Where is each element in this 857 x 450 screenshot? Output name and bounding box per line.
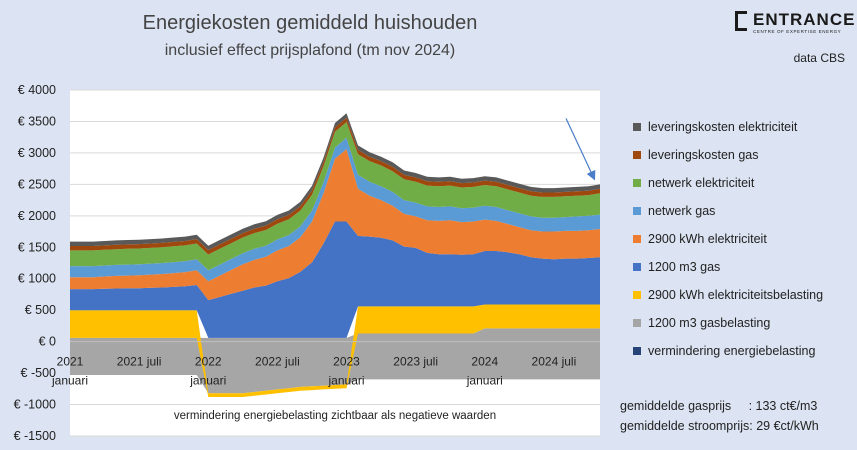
area-2900-kWh-elektriciteit: [70, 149, 600, 301]
legend-item: leveringskosten gas: [633, 145, 758, 165]
legend-item: 2900 kWh elektriciteitsbelasting: [633, 285, 823, 305]
y-tick-label: € 3000: [18, 146, 56, 160]
y-tick-label: € 1500: [18, 240, 56, 254]
y-tick-label: € -1500: [14, 429, 56, 443]
area-1200-m3-gas: [70, 221, 600, 338]
legend-item: 1200 m3 gasbelasting: [633, 313, 770, 333]
x-tick-sublabel: januari: [328, 374, 365, 388]
legend-swatch: [633, 319, 641, 327]
legend-swatch: [633, 207, 641, 215]
x-tick-label: 2022 juli: [255, 355, 300, 369]
legend-label: 2900 kWh elektriciteitsbelasting: [648, 288, 824, 302]
legend-swatch: [633, 263, 641, 271]
x-tick-label: 2021 juli: [117, 355, 162, 369]
stacked-areas: [70, 113, 600, 397]
area-netwerk-gas: [70, 137, 600, 282]
y-tick-label: € 4000: [18, 83, 56, 97]
legend-label: netwerk gas: [648, 204, 716, 218]
legend-label: leveringskosten elektriciteit: [648, 120, 798, 134]
legend-swatch: [633, 179, 641, 187]
legend-item: vermindering energiebelasting: [633, 341, 815, 361]
footnote: vermindering energiebelasting zichtbaar …: [173, 410, 497, 422]
legend-item: 2900 kWh elektriciteit: [633, 229, 767, 249]
legend-swatch: [633, 123, 641, 131]
legend-swatch: [633, 291, 641, 299]
x-tick-label: 2022: [195, 355, 222, 369]
x-tick-label: 2024 juli: [532, 355, 577, 369]
brand-logo: ENTRANCE CENTRE OF EXPERTISE ENERGY: [735, 10, 854, 36]
x-tick-sublabel: januari: [51, 374, 88, 388]
legend-label: netwerk elektriciteit: [648, 176, 755, 190]
x-tick-label: 2024: [471, 355, 498, 369]
legend-label: vermindering energiebelasting: [648, 344, 816, 358]
chart-title: Energiekosten gemiddeld huishouden: [142, 12, 478, 34]
x-axis: 2021 januari 2021 juli 2022 januari 2022 juli…: [51, 355, 576, 388]
area-1200-m3-gasbelasting: [70, 328, 600, 342]
electricity-price-value: 29 €ct/kWh: [756, 419, 819, 433]
annotation-arrow: [565, 118, 596, 181]
data-source: data CBS: [793, 51, 845, 65]
y-tick-label: € 500: [25, 303, 56, 317]
x-tick-label: 2021: [57, 355, 84, 369]
gas-price-label: gemiddelde gasprijs: [620, 399, 732, 413]
area-netwerk-elektriciteit: [70, 122, 600, 271]
y-tick-label: € 2000: [18, 209, 56, 223]
entrance-logo-icon: [735, 11, 747, 31]
arrow-icon: [565, 118, 596, 181]
legend-label: 1200 m3 gasbelasting: [648, 316, 771, 330]
legend-item: netwerk gas: [633, 201, 715, 221]
legend-label: leveringskosten gas: [648, 148, 759, 162]
chart-subtitle: inclusief effect prijsplafond (tm nov 20…: [164, 42, 456, 59]
y-tick-label: € -1000: [14, 398, 56, 412]
price-summary: gemiddelde gasprijs : 133 ct€/m3 gemidde…: [620, 396, 819, 436]
y-axis: € -1500 € -1000 € -500 € 0 € 500 € 1000 € 1500…: [14, 83, 56, 443]
legend-item: 1200 m3 gas: [633, 257, 720, 277]
y-tick-label: € 2500: [18, 177, 56, 191]
x-tick-sublabel: januari: [466, 374, 503, 388]
brand-name: ENTRANCE: [753, 10, 856, 29]
legend-item: leveringskosten elektriciteit: [633, 117, 797, 137]
legend-swatch: [633, 151, 641, 159]
y-tick-label: € 3500: [18, 114, 56, 128]
legend-label: 1200 m3 gas: [648, 260, 721, 274]
legend-swatch: [633, 347, 641, 355]
brand-tagline: CENTRE OF EXPERTISE ENERGY: [753, 29, 842, 34]
x-tick-label: 2023 juli: [393, 355, 438, 369]
y-tick-label: € -500: [21, 366, 56, 380]
x-tick-sublabel: januari: [189, 374, 226, 388]
y-tick-label: € 1000: [18, 272, 56, 286]
electricity-price-label: gemiddelde stroomprijs:: [620, 419, 753, 433]
legend-label: 2900 kWh elektriciteit: [648, 232, 767, 246]
area-2900-kWh-elektriciteitsbelasting: [70, 304, 600, 397]
y-tick-label: € 0: [39, 335, 56, 349]
gas-price-value: : 133 ct€/m3: [748, 399, 818, 413]
legend-item: netwerk elektriciteit: [633, 173, 754, 193]
legend-swatch: [633, 235, 641, 243]
x-tick-label: 2023: [333, 355, 360, 369]
